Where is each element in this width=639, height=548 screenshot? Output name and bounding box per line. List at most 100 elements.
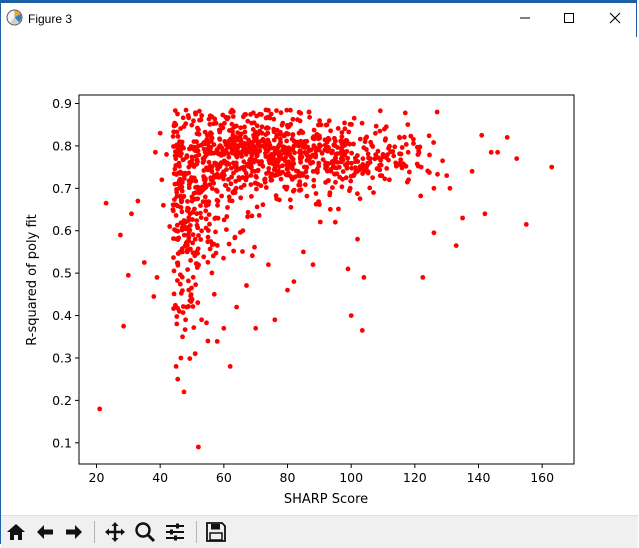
- data-point: [175, 111, 180, 117]
- home-button[interactable]: [3, 519, 29, 545]
- y-axis-label: R-squared of poly fit: [25, 214, 40, 345]
- data-point: [203, 199, 209, 205]
- data-point: [214, 147, 220, 153]
- data-point: [304, 164, 309, 170]
- toolbar-separator: [94, 521, 95, 543]
- plot-area: [78, 94, 575, 465]
- data-point: [183, 219, 189, 225]
- data-point: [259, 112, 264, 117]
- data-point: [271, 137, 277, 143]
- data-point: [418, 193, 424, 199]
- data-point: [221, 169, 227, 175]
- data-point: [225, 151, 231, 156]
- data-point: [180, 288, 185, 293]
- data-point: [375, 148, 381, 154]
- save-button[interactable]: [203, 519, 229, 545]
- data-point: [174, 222, 180, 228]
- data-point: [292, 150, 297, 156]
- data-point: [232, 190, 238, 195]
- x-axis-ticks: 20 40 60 80 100 120 140 160: [89, 464, 554, 485]
- data-point: [189, 177, 195, 183]
- data-point: [344, 164, 350, 169]
- data-point: [333, 179, 338, 185]
- forward-button[interactable]: [61, 519, 87, 545]
- data-point: [315, 167, 320, 173]
- data-point: [403, 142, 409, 147]
- figure-canvas[interactable]: 20 40 60 80 100 120 140 160 0.1 0.2 0.3 0.4 0.5 0.6 0…: [1, 37, 638, 515]
- data-point: [231, 170, 236, 176]
- data-point: [190, 232, 196, 238]
- data-point: [269, 152, 274, 157]
- pan-button[interactable]: [102, 519, 128, 545]
- close-button[interactable]: [592, 3, 638, 33]
- data-point: [355, 191, 360, 197]
- data-point: [181, 193, 187, 199]
- data-point: [435, 171, 440, 177]
- data-point: [382, 176, 388, 182]
- x-tick-label: 160: [530, 470, 554, 485]
- data-point: [278, 176, 284, 182]
- data-point: [238, 125, 244, 131]
- data-point: [298, 140, 303, 146]
- data-point: [398, 157, 404, 163]
- y-tick-label: 0.1: [52, 435, 72, 450]
- data-point: [383, 136, 388, 142]
- data-point: [288, 204, 294, 210]
- data-point: [176, 150, 181, 155]
- data-point: [418, 164, 424, 170]
- data-point: [260, 202, 266, 208]
- data-point: [237, 134, 243, 140]
- data-point: [185, 232, 191, 238]
- data-point: [351, 115, 357, 121]
- data-point: [205, 259, 211, 265]
- data-point: [230, 109, 236, 114]
- data-point: [355, 236, 360, 242]
- maximize-button[interactable]: [546, 3, 592, 33]
- data-point: [245, 118, 251, 124]
- data-point: [360, 156, 366, 162]
- data-point: [377, 167, 383, 173]
- data-point: [346, 129, 352, 135]
- data-point: [426, 133, 432, 139]
- data-point: [549, 164, 555, 170]
- data-point: [349, 165, 354, 171]
- data-point: [208, 163, 213, 169]
- data-point: [194, 131, 200, 137]
- data-point: [280, 147, 285, 153]
- data-point: [254, 136, 259, 141]
- data-point: [326, 137, 332, 142]
- data-point: [377, 108, 383, 114]
- minimize-button[interactable]: [502, 3, 548, 33]
- data-point: [212, 160, 218, 166]
- data-point: [460, 215, 465, 221]
- pan-icon: [105, 522, 125, 542]
- data-point: [175, 376, 181, 382]
- zoom-button[interactable]: [132, 519, 158, 545]
- data-point: [277, 197, 282, 203]
- data-point: [185, 242, 190, 248]
- data-point: [228, 165, 234, 171]
- data-point: [249, 152, 255, 158]
- data-point: [427, 152, 432, 158]
- data-point: [284, 138, 289, 144]
- data-point: [180, 304, 186, 309]
- data-point: [263, 185, 269, 190]
- data-point: [360, 162, 366, 168]
- data-point: [196, 190, 202, 196]
- navigation-toolbar: [1, 515, 638, 548]
- data-point: [327, 192, 333, 198]
- data-point: [189, 157, 195, 163]
- data-point: [190, 250, 196, 256]
- back-button[interactable]: [32, 519, 58, 545]
- data-point: [357, 136, 363, 142]
- data-point: [238, 195, 244, 201]
- configure-subplots-button[interactable]: [162, 519, 188, 545]
- data-point: [323, 165, 328, 171]
- data-point: [349, 150, 354, 156]
- data-point: [399, 165, 405, 171]
- data-point: [342, 152, 348, 157]
- title-bar: Figure 3: [1, 3, 636, 37]
- data-point: [180, 115, 186, 121]
- scatter-chart[interactable]: 20 40 60 80 100 120 140 160 0.10.20.30.40.50.60…: [1, 37, 638, 515]
- data-point: [263, 154, 269, 159]
